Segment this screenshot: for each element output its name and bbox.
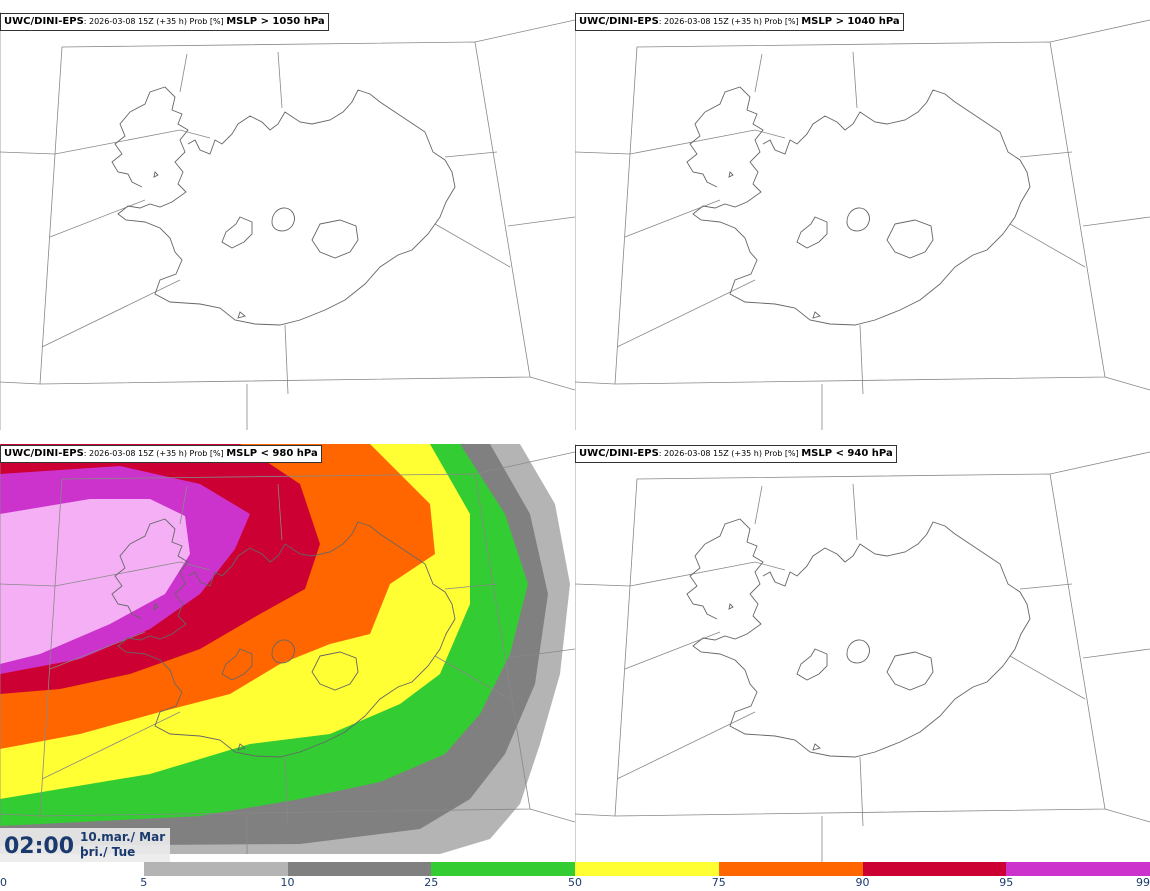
valid-time: 02:00 bbox=[4, 834, 75, 859]
colorbar-segment bbox=[1006, 862, 1150, 876]
valid-time-box: 02:00 10.mar./ Mar þri./ Tue bbox=[0, 828, 170, 862]
map-canvas bbox=[575, 444, 1150, 862]
panel-title: UWC/DINI-EPS: 2026-03-08 15Z (+35 h) Pro… bbox=[575, 13, 904, 31]
colorbar-segment bbox=[718, 862, 863, 876]
colorbar-segment bbox=[575, 862, 719, 876]
run-info: : 2026-03-08 15Z (+35 h) Prob [%] bbox=[83, 449, 227, 458]
run-info: : 2026-03-08 15Z (+35 h) Prob [%] bbox=[658, 17, 802, 26]
map-panel-mslp-gt-1050: UWC/DINI-EPS: 2026-03-08 15Z (+35 h) Pro… bbox=[0, 12, 575, 430]
colorbar-tick-label: 10 bbox=[280, 876, 295, 889]
probability-shading bbox=[0, 444, 570, 854]
colorbar-tick-label: 25 bbox=[424, 876, 439, 889]
colorbar-segment bbox=[431, 862, 575, 876]
colorbar-segment bbox=[0, 862, 144, 876]
colorbar-segment bbox=[287, 862, 432, 876]
colorbar-tick-label: 99 bbox=[1136, 876, 1150, 889]
panel-title: UWC/DINI-EPS: 2026-03-08 15Z (+35 h) Pro… bbox=[0, 445, 322, 463]
parameter-label: MSLP > 1050 hPa bbox=[226, 16, 325, 27]
prob-band-99 bbox=[0, 499, 190, 664]
model-label: UWC/DINI-EPS bbox=[579, 448, 659, 459]
valid-date: 10.mar./ Mar bbox=[80, 830, 166, 844]
parameter-label: MSLP < 940 hPa bbox=[801, 448, 893, 459]
colorbar-tick-label: 5 bbox=[140, 876, 148, 889]
model-label: UWC/DINI-EPS bbox=[579, 16, 659, 27]
colorbar-segment bbox=[143, 862, 288, 876]
map-panel-mslp-lt-980: UWC/DINI-EPS: 2026-03-08 15Z (+35 h) Pro… bbox=[0, 444, 575, 854]
colorbar-tick-label: 50 bbox=[568, 876, 582, 889]
colorbar-ticks: 0 5 10 25 50 75 90 95 99 bbox=[0, 876, 1150, 890]
panel-title: UWC/DINI-EPS: 2026-03-08 15Z (+35 h) Pro… bbox=[575, 445, 897, 463]
parameter-label: MSLP > 1040 hPa bbox=[801, 16, 900, 27]
colorbar-segment bbox=[862, 862, 1007, 876]
map-canvas bbox=[0, 12, 575, 430]
map-panel-mslp-gt-1040: UWC/DINI-EPS: 2026-03-08 15Z (+35 h) Pro… bbox=[575, 12, 1150, 430]
colorbar-tick-label: 75 bbox=[711, 876, 726, 889]
colorbar-tick-label: 0 bbox=[0, 876, 7, 889]
panel-title: UWC/DINI-EPS: 2026-03-08 15Z (+35 h) Pro… bbox=[0, 13, 329, 31]
colorbar bbox=[0, 862, 1150, 876]
model-label: UWC/DINI-EPS bbox=[4, 16, 84, 27]
colorbar-tick-label: 90 bbox=[855, 876, 870, 889]
model-label: UWC/DINI-EPS bbox=[4, 448, 84, 459]
map-canvas bbox=[575, 12, 1150, 430]
map-canvas bbox=[0, 444, 575, 854]
run-info: : 2026-03-08 15Z (+35 h) Prob [%] bbox=[83, 17, 227, 26]
colorbar-tick-label: 95 bbox=[999, 876, 1014, 889]
run-info: : 2026-03-08 15Z (+35 h) Prob [%] bbox=[658, 449, 802, 458]
valid-weekday: þri./ Tue bbox=[80, 845, 136, 859]
parameter-label: MSLP < 980 hPa bbox=[226, 448, 318, 459]
map-panel-mslp-lt-940: UWC/DINI-EPS: 2026-03-08 15Z (+35 h) Pro… bbox=[575, 444, 1150, 862]
